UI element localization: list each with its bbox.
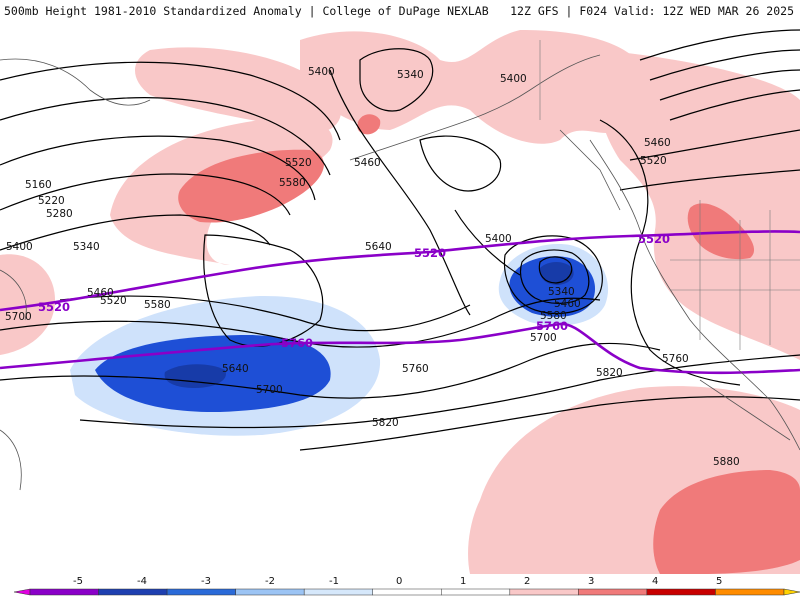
height-label: 5760 <box>662 353 689 365</box>
height-label: 5820 <box>372 417 399 429</box>
legend-segment <box>235 588 305 596</box>
legend-segment <box>441 588 511 596</box>
height-label: 5220 <box>38 195 65 207</box>
height-label: 5280 <box>46 208 73 220</box>
negative-anomaly-pacific-core <box>164 364 226 388</box>
height-label: 5520 <box>285 157 312 169</box>
state-borders <box>539 40 800 350</box>
legend-tick: 3 <box>588 576 594 587</box>
height-label: 5760 <box>402 363 429 375</box>
height-label: 5400 <box>6 241 33 253</box>
legend-segment <box>372 588 442 596</box>
height-label: 5340 <box>397 69 424 81</box>
anomaly-shading <box>0 30 800 574</box>
strong-positive-rockies <box>687 203 755 260</box>
height-label: 5700 <box>5 311 32 323</box>
height-label: 5400 <box>308 66 335 78</box>
purple-5520-line <box>0 230 800 312</box>
legend-segment <box>578 588 648 596</box>
positive-anomaly-alaska <box>135 47 341 132</box>
height-label: 5400 <box>500 73 527 85</box>
highlight-label: 5760 <box>536 319 568 333</box>
color-legend: -5 -4 -3 -2 -1 0 1 2 3 4 5 <box>13 576 800 596</box>
height-label: 5580 <box>279 177 306 189</box>
highlighted-contours <box>0 230 800 375</box>
height-label: 5340 <box>548 286 575 298</box>
legend-tip-left <box>13 588 31 596</box>
height-label: 5640 <box>365 241 392 253</box>
product-title: 500mb Height 1981-2010 Standardized Anom… <box>4 4 489 18</box>
highlight-label: 5520 <box>638 232 670 246</box>
legend-tick: 1 <box>460 576 466 587</box>
legend-segment <box>29 588 99 596</box>
legend-tick: 4 <box>652 576 658 587</box>
legend-segment <box>98 588 168 596</box>
positive-anomaly-gulf <box>300 30 653 144</box>
legend-tick: -2 <box>265 576 275 587</box>
legend-segment <box>646 588 716 596</box>
height-label: 5460 <box>87 287 114 299</box>
legend-tip-right <box>783 588 800 596</box>
title-bar: 500mb Height 1981-2010 Standardized Anom… <box>0 0 800 22</box>
height-label: 5460 <box>354 157 381 169</box>
coastlines <box>0 54 800 491</box>
map-canvas: 5400 5340 5400 5160 5220 5280 5400 5340 … <box>0 29 800 574</box>
height-contours <box>0 29 800 451</box>
legend-ticks: -5 -4 -3 -2 -1 0 1 2 3 4 5 <box>73 576 722 587</box>
legend-tick: 5 <box>716 576 722 587</box>
height-label: 5880 <box>713 456 740 468</box>
legend-tick: 2 <box>524 576 530 587</box>
highlight-label: 5520 <box>414 246 446 260</box>
purple-5760-line <box>0 322 800 375</box>
height-label: 5640 <box>222 363 249 375</box>
legend-tick: -5 <box>73 576 83 587</box>
height-label: 5160 <box>25 179 52 191</box>
height-label: 5460 <box>644 137 671 149</box>
height-label: 5580 <box>540 310 567 322</box>
legend-tick: -4 <box>137 576 147 587</box>
valid-time: 12Z GFS | F024 Valid: 12Z WED MAR 26 202… <box>510 4 794 18</box>
height-label: 5340 <box>73 241 100 253</box>
legend-bars <box>13 588 800 596</box>
height-label: 5700 <box>256 384 283 396</box>
highlight-label: 5760 <box>281 336 313 350</box>
strong-positive-subtropics <box>653 470 800 574</box>
legend-tick: 0 <box>396 576 402 587</box>
legend-segment <box>509 588 579 596</box>
legend-segment <box>166 588 236 596</box>
highlight-label: 5520 <box>38 300 70 314</box>
negative-anomaly-low-core <box>539 262 574 285</box>
height-label: 5460 <box>554 298 581 310</box>
legend-tick: -1 <box>329 576 339 587</box>
height-label: 5400 <box>485 233 512 245</box>
legend-segment <box>303 588 373 596</box>
height-label: 5700 <box>530 332 557 344</box>
height-label: 5520 <box>640 155 667 167</box>
contour-labels: 5400 5340 5400 5160 5220 5280 5400 5340 … <box>5 66 740 468</box>
strong-positive-alaska <box>357 114 381 135</box>
legend-segment <box>715 588 785 596</box>
height-label: 5520 <box>100 295 127 307</box>
legend-tick: -3 <box>201 576 211 587</box>
height-label: 5580 <box>144 299 171 311</box>
height-label: 5820 <box>596 367 623 379</box>
